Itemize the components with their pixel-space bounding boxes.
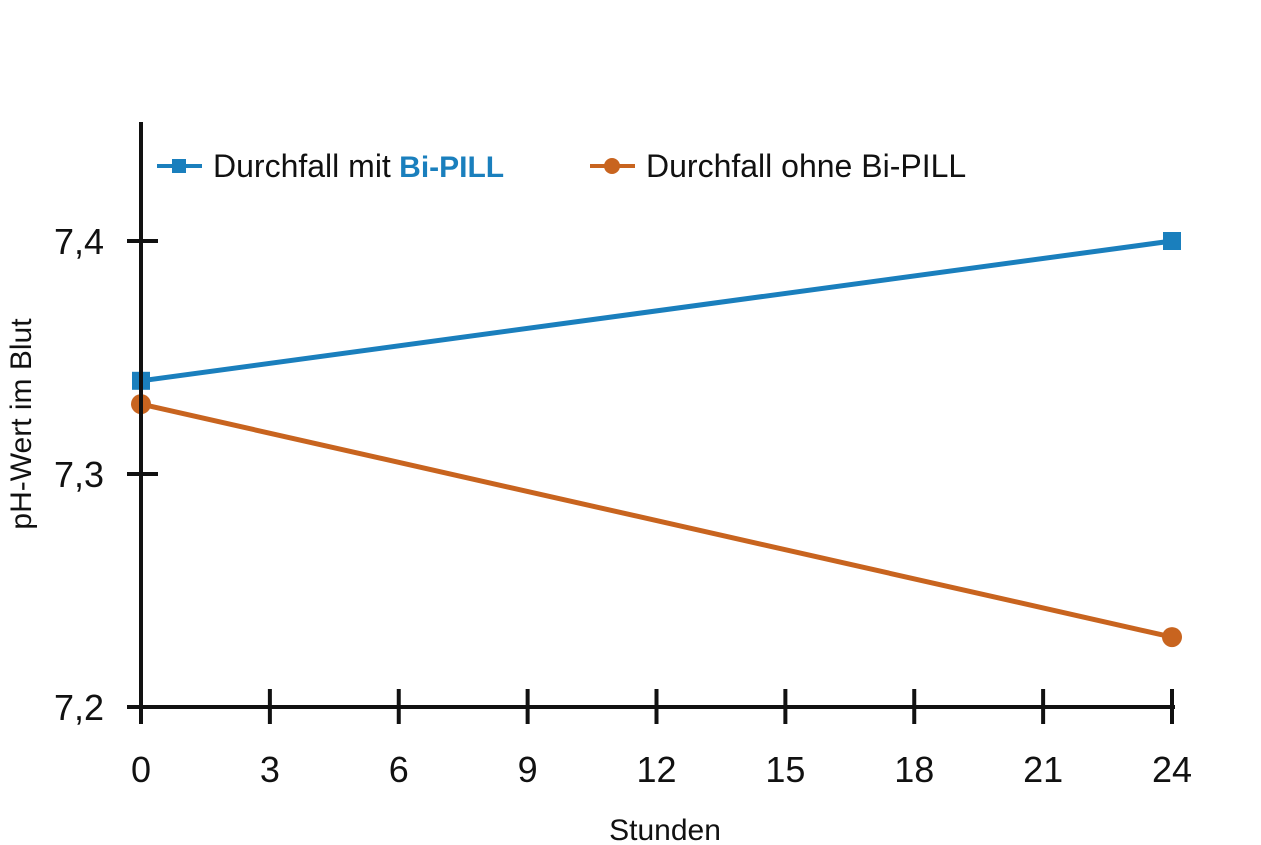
data-point — [1162, 627, 1182, 648]
y-axis-title: pH-Wert im Blut — [5, 318, 38, 530]
y-ticks: 7,2 7,3 7,4 — [54, 221, 158, 728]
x-tick-label: 6 — [389, 749, 409, 790]
x-tick-label: 18 — [894, 749, 934, 790]
x-ticks: 0 3 6 9 12 15 18 21 24 — [131, 689, 1192, 790]
legend-marker-1 — [172, 159, 186, 173]
legend-label-1: Durchfall mit Bi-PILL — [213, 148, 504, 184]
legend-label-2: Durchfall ohne Bi-PILL — [646, 148, 966, 184]
plot-area — [131, 232, 1182, 648]
legend-brand-text: Bi-PILL — [391, 151, 504, 184]
data-point — [1163, 232, 1181, 250]
y-tick-label: 7,4 — [54, 221, 104, 262]
y-tick-label: 7,3 — [54, 454, 104, 495]
x-tick-label: 3 — [260, 749, 280, 790]
series-line-1 — [140, 238, 1173, 384]
x-tick-label: 21 — [1023, 749, 1063, 790]
x-tick-label: 12 — [636, 749, 676, 790]
legend-label-text: Durchfall mit — [213, 148, 391, 184]
legend: Durchfall mit Bi-PILL Durchfall ohne Bi-P… — [157, 148, 966, 184]
series-line-2 — [140, 401, 1173, 640]
x-tick-label: 9 — [518, 749, 538, 790]
legend-marker-2 — [604, 158, 620, 174]
y-tick-label: 7,2 — [54, 687, 104, 728]
legend-label-text: Durchfall ohne Bi-PILL — [646, 148, 966, 184]
x-tick-label: 24 — [1152, 749, 1192, 790]
x-tick-label: 0 — [131, 749, 151, 790]
x-axis-title: Stunden — [609, 814, 721, 845]
axes — [127, 122, 1175, 709]
x-tick-label: 15 — [765, 749, 805, 790]
